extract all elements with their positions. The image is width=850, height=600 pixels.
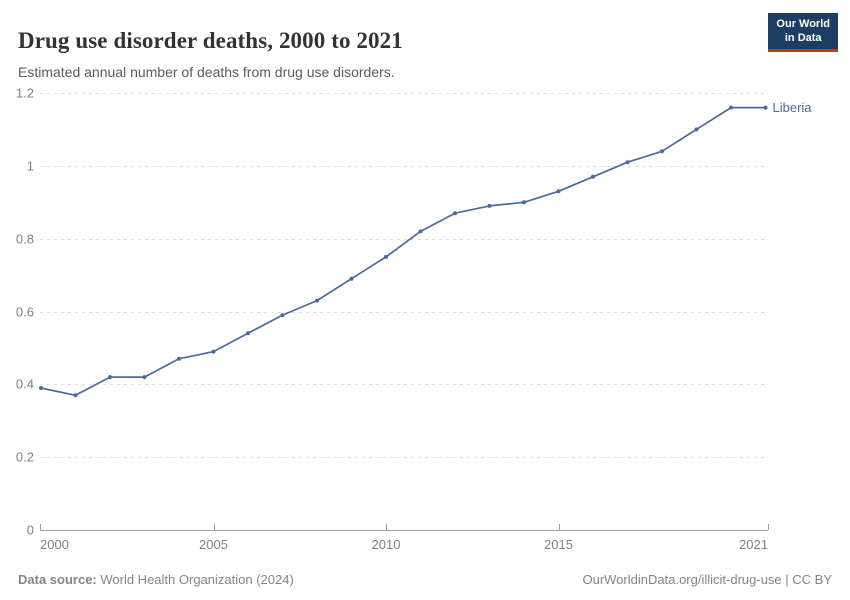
- series-end-label[interactable]: Liberia: [773, 100, 813, 115]
- x-tick-label: 2010: [372, 537, 401, 552]
- y-tick-label: 0.6: [16, 305, 34, 320]
- x-tick-label: 2015: [544, 537, 573, 552]
- data-point-2002: [108, 375, 112, 380]
- y-tick-label: 1: [27, 159, 34, 174]
- credit-link[interactable]: OurWorldinData.org/illicit-drug-use | CC…: [582, 572, 833, 587]
- y-tick-label: 0.8: [16, 232, 34, 247]
- data-point-2000: [39, 386, 43, 390]
- x-tick-label: 2000: [40, 537, 69, 552]
- data-point-2005: [211, 349, 216, 354]
- data-point-2009: [349, 276, 354, 281]
- y-tick-label: 0.2: [16, 450, 34, 465]
- data-point-2003: [142, 375, 147, 380]
- data-point-2018: [660, 149, 664, 154]
- data-point-2006: [246, 331, 250, 336]
- data-source-value: World Health Organization (2024): [96, 572, 294, 587]
- data-point-2011: [418, 229, 423, 234]
- page-title: Drug use disorder deaths, 2000 to 2021: [18, 28, 403, 54]
- chart-footer: Data source: World Health Organization (…: [18, 572, 832, 587]
- data-point-2021: [763, 105, 768, 110]
- data-point-2017: [625, 160, 630, 165]
- x-tick-label: 2005: [199, 537, 228, 552]
- data-point-2019: [694, 127, 699, 132]
- y-tick-label: 0.4: [16, 377, 34, 392]
- data-point-2020: [729, 105, 733, 110]
- owid-logo-line1: Our World: [776, 18, 830, 30]
- data-point-2004: [177, 356, 181, 361]
- owid-logo[interactable]: Our World in Data: [768, 13, 838, 52]
- data-point-2007: [280, 313, 285, 318]
- data-point-2012: [453, 211, 457, 216]
- data-point-2014: [522, 200, 526, 205]
- data-source-label: Data source:: [18, 572, 97, 587]
- x-tick-label: 2021: [739, 537, 768, 552]
- series-line-liberia[interactable]: [40, 106, 767, 397]
- y-tick-label: 1.2: [16, 86, 34, 101]
- data-point-2001: [73, 393, 78, 398]
- data-point-2015: [556, 189, 561, 194]
- page-subtitle: Estimated annual number of deaths from d…: [18, 64, 395, 80]
- data-point-2008: [315, 298, 319, 303]
- data-point-2016: [591, 174, 595, 179]
- data-point-2010: [384, 254, 388, 259]
- data-point-2013: [487, 203, 492, 208]
- y-tick-label: 0: [27, 523, 34, 538]
- owid-logo-line2: in Data: [784, 32, 822, 45]
- data-source: Data source: World Health Organization (…: [18, 572, 294, 587]
